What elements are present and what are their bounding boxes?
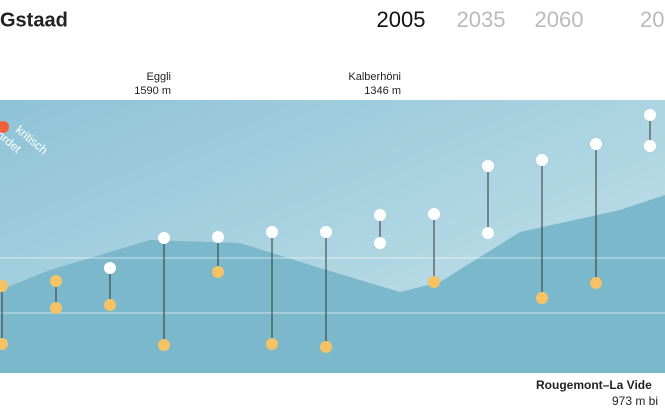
dot	[104, 262, 116, 274]
year-tab[interactable]: 2005	[377, 7, 426, 32]
dot	[104, 299, 116, 311]
marker	[0, 121, 9, 133]
year-tab[interactable]: 2035	[457, 7, 506, 32]
place-height: 1346 m	[364, 85, 401, 97]
dot	[482, 227, 494, 239]
dot	[50, 275, 62, 287]
dot	[590, 138, 602, 150]
place-height: 1590 m	[134, 85, 171, 97]
dot	[428, 276, 440, 288]
dot	[158, 339, 170, 351]
dot	[428, 208, 440, 220]
dot	[644, 140, 656, 152]
dot	[50, 302, 62, 314]
year-tab[interactable]: 2060	[535, 7, 584, 32]
place-height: 973 m bi	[612, 394, 658, 408]
dumbbells	[0, 109, 656, 353]
dot	[536, 154, 548, 166]
dot	[266, 226, 278, 238]
dot	[374, 237, 386, 249]
dot	[644, 109, 656, 121]
dot	[320, 341, 332, 353]
dot	[212, 231, 224, 243]
year-tab[interactable]: 2085	[640, 7, 665, 32]
dot	[212, 266, 224, 278]
dot	[320, 226, 332, 238]
dot	[266, 338, 278, 350]
place-name: Rougemont–La Vide	[536, 378, 652, 392]
dot	[0, 338, 8, 350]
place-name: Kalberhöni	[348, 71, 401, 83]
dot	[536, 292, 548, 304]
dot	[0, 280, 8, 292]
place-name: Eggli	[147, 71, 171, 83]
dot	[374, 209, 386, 221]
mountain	[0, 195, 665, 373]
dot	[590, 277, 602, 289]
dot	[482, 160, 494, 172]
dot	[158, 232, 170, 244]
title: Gstaad	[0, 9, 68, 31]
